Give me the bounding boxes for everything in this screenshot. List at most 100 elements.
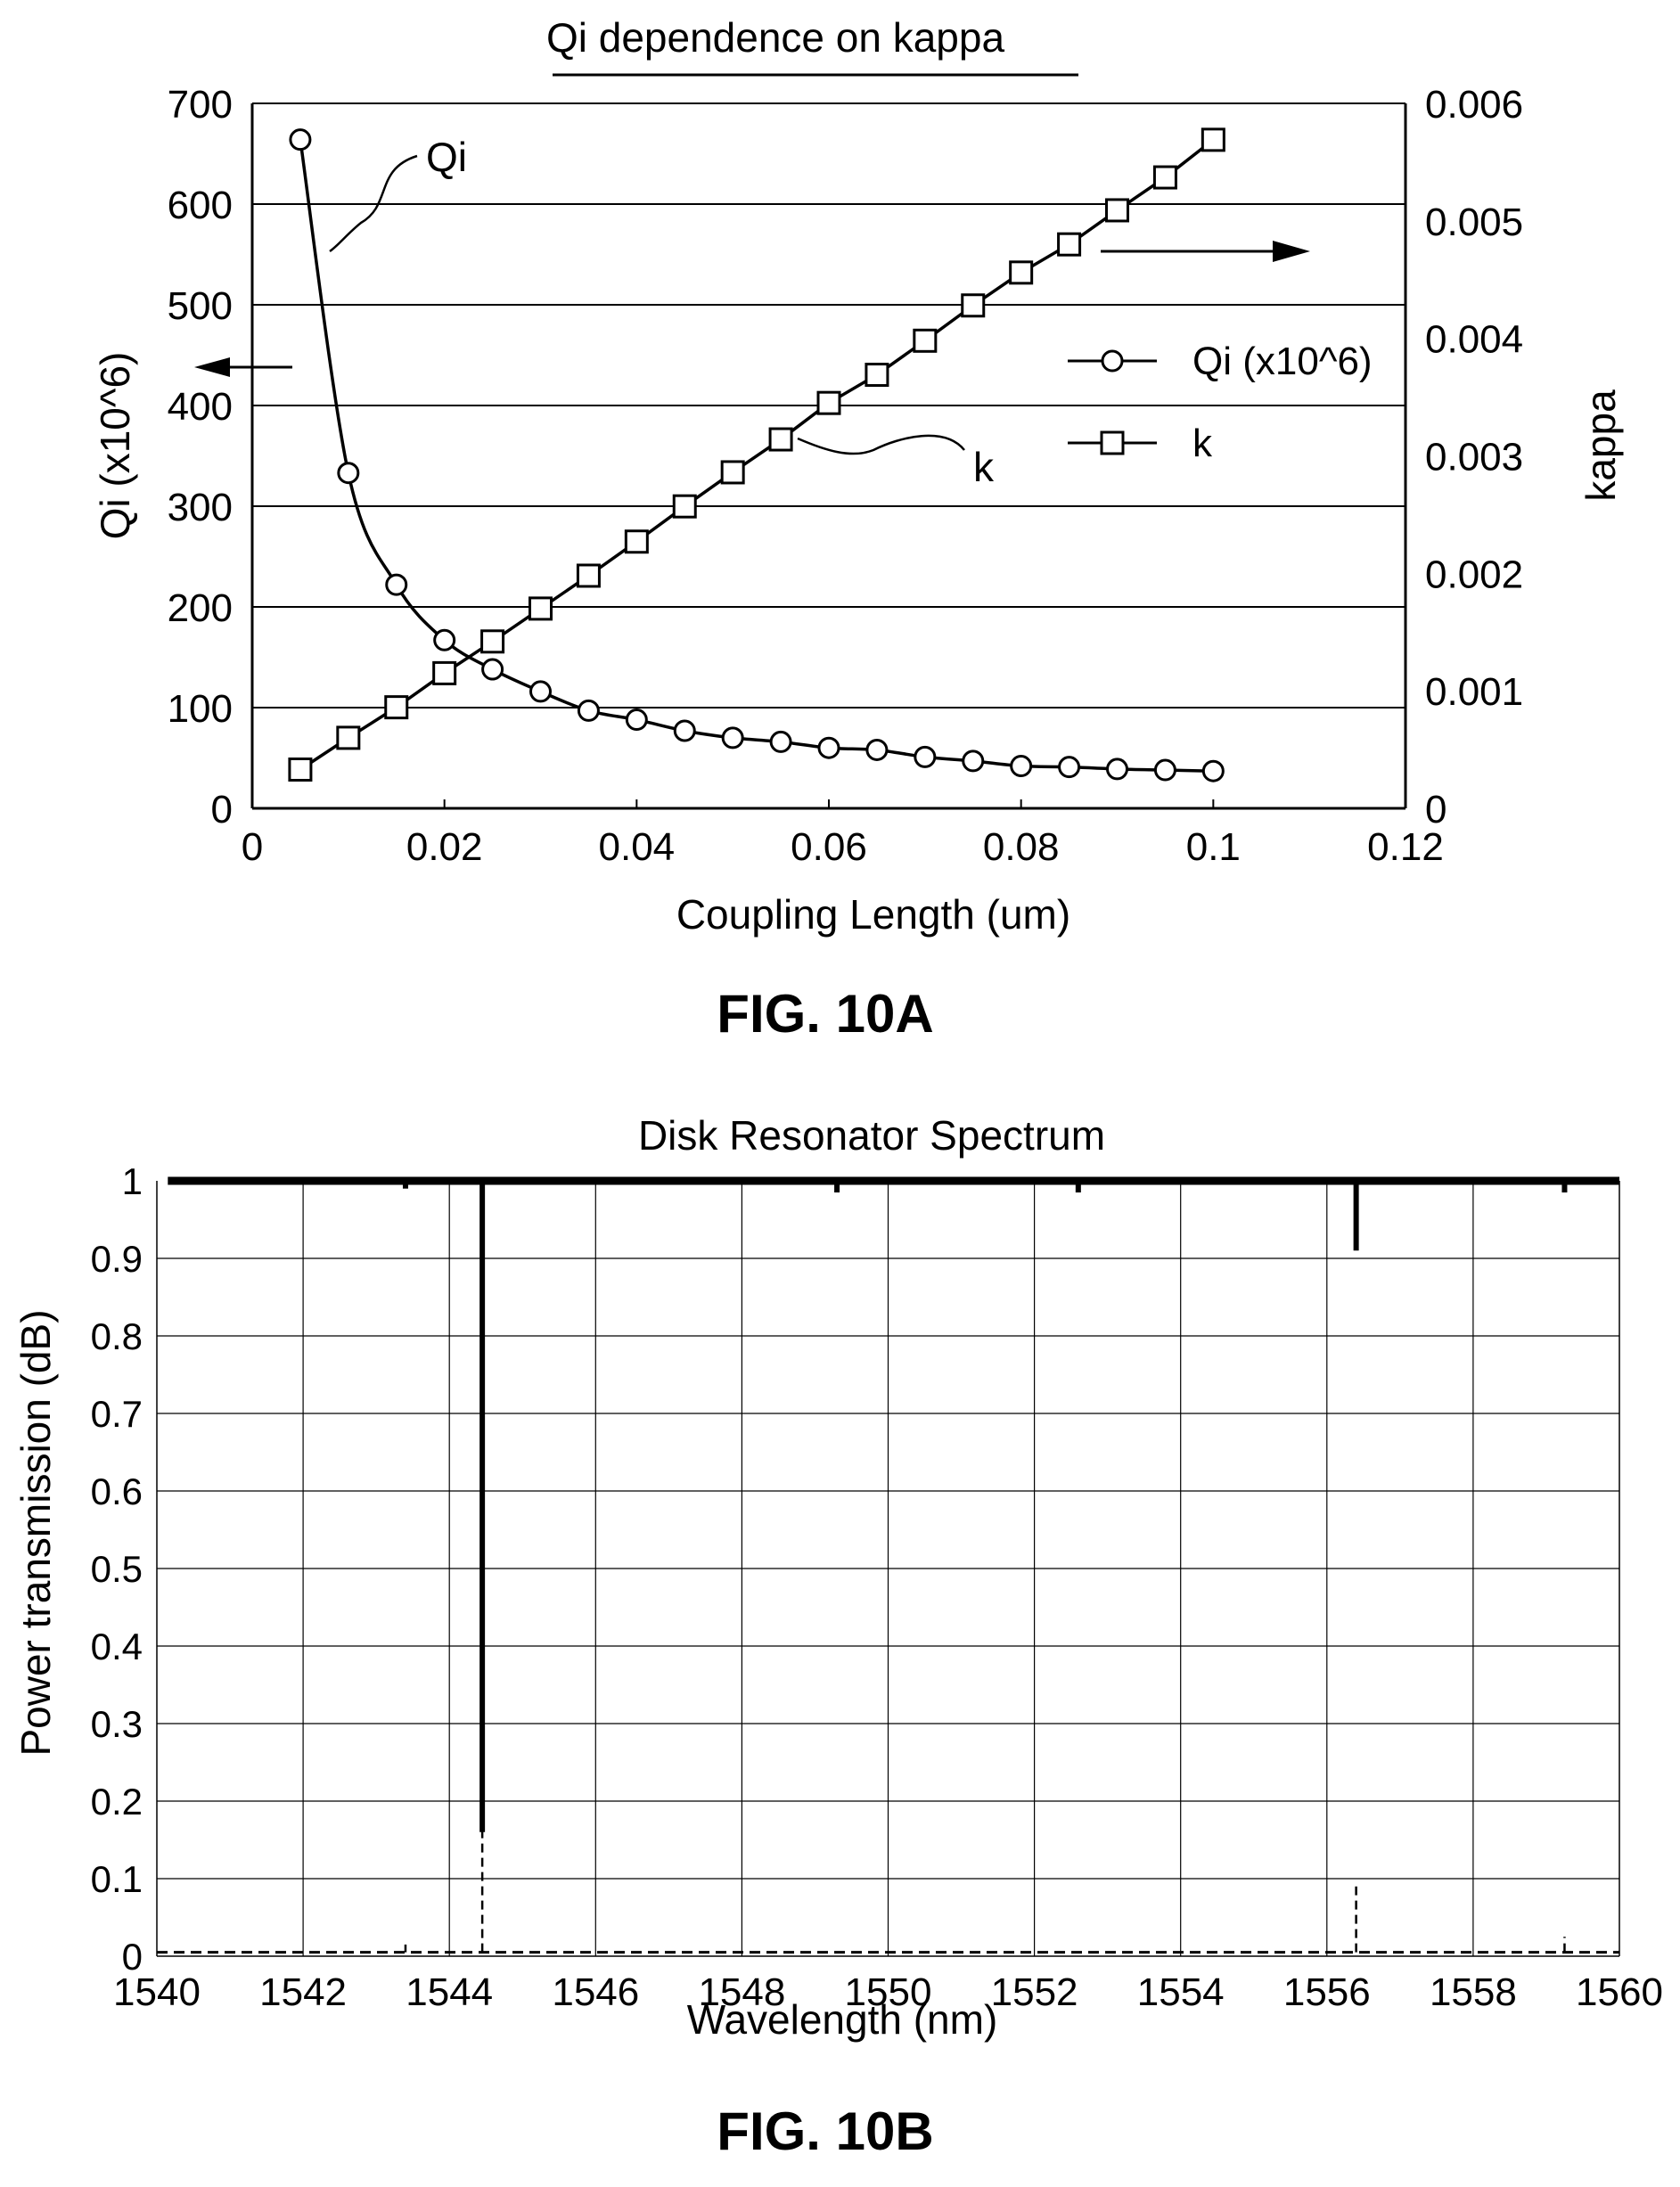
chart-a-y2-tick-label: 0.003 xyxy=(1425,436,1523,479)
chart-a-x-tick-label: 0 xyxy=(242,825,263,869)
chart-b-y-axis-label: Power transmission (dB) xyxy=(12,1309,59,1756)
series-qi-point xyxy=(817,736,840,759)
chart-a-y-tick-label: 700 xyxy=(168,83,233,127)
chart-b-x-tick-label: 1560 xyxy=(1576,1970,1663,2014)
chart-a-x-tick-label: 0.02 xyxy=(406,825,483,869)
chart-a-y-tick-label: 300 xyxy=(168,486,233,529)
series-kappa-point xyxy=(1201,127,1225,152)
series-qi-point xyxy=(769,730,792,753)
series-kappa-point xyxy=(865,363,889,388)
figure-a-label: FIG. 10A xyxy=(717,984,933,1044)
chart-a-y2-tick-label: 0.004 xyxy=(1425,318,1523,362)
chart-a-y-tick-label: 500 xyxy=(168,284,233,328)
chart-qi-vs-kappa: Qi dependence on kappa 0 100 200 300 400 500 6… xyxy=(92,14,1624,1044)
arrow-right-icon xyxy=(1273,241,1310,262)
chart-disk-resonator-spectrum: Disk Resonator Spectrum 0 0.1 0.2 0.3 0.4 0.5… xyxy=(12,1112,1663,2161)
series-kappa-point xyxy=(816,390,841,415)
chart-a-x-axis-label: Coupling Length (um) xyxy=(676,891,1070,938)
legend-k-marker xyxy=(1100,430,1125,455)
annotation-qi-label: Qi xyxy=(426,134,467,180)
chart-b-y-tick-label: 0.5 xyxy=(91,1548,143,1590)
chart-a-legend: Qi (x10^6) k xyxy=(1068,340,1373,465)
series-qi-point xyxy=(1010,755,1033,778)
chart-a-y2-tick-label: 0.001 xyxy=(1425,670,1523,714)
chart-b-y-tick-label: 0.4 xyxy=(91,1626,143,1667)
chart-b-title: Disk Resonator Spectrum xyxy=(638,1112,1105,1159)
chart-b-y-tick-label: 0.2 xyxy=(91,1781,143,1822)
chart-b-x-tick-label: 1552 xyxy=(991,1970,1078,2014)
series-kappa-point xyxy=(336,725,361,750)
series-qi-point xyxy=(481,658,504,681)
series-kappa-point xyxy=(1152,165,1177,190)
series-kappa xyxy=(288,127,1225,782)
chart-b-y-tick-label: 0.6 xyxy=(91,1470,143,1512)
chart-b-gridlines xyxy=(157,1181,1619,1956)
chart-b-x-tick-label: 1558 xyxy=(1430,1970,1517,2014)
chart-a-x-tick-label: 0.04 xyxy=(599,825,676,869)
chart-b-y-tick-label: 0.1 xyxy=(91,1858,143,1900)
series-kappa-point xyxy=(480,629,505,654)
chart-b-y-tick-label: 0.7 xyxy=(91,1393,143,1435)
chart-b-x-tick-label: 1548 xyxy=(698,1970,785,2014)
annotation-qi-leader xyxy=(329,154,418,253)
series-kappa-point xyxy=(1105,198,1129,223)
chart-a-y-tick-label: 0 xyxy=(211,788,233,831)
series-qi-point xyxy=(962,749,985,773)
chart-b-x-tick-labels: 1540 1542 1544 1546 1548 1550 1552 1554 1556 1558… xyxy=(113,1970,1663,2014)
chart-a-x-tick-labels: 0 0.02 0.04 0.06 0.08 0.1 0.12 xyxy=(242,825,1444,869)
chart-a-x-tick-label: 0.08 xyxy=(983,825,1060,869)
chart-a-x-tick-label: 0.06 xyxy=(791,825,867,869)
series-qi-point xyxy=(529,680,552,703)
annotation-k-label: k xyxy=(973,444,995,490)
series-qi-point xyxy=(1153,758,1176,782)
series-kappa-point xyxy=(1009,260,1034,285)
series-kappa-point xyxy=(1057,232,1082,257)
series-kappa-point xyxy=(768,427,793,452)
series-kappa-point xyxy=(432,660,457,685)
chart-a-y2-tick-labels: 0 0.001 0.002 0.003 0.004 0.005 0.006 xyxy=(1425,83,1523,831)
series-qi-point xyxy=(385,573,408,596)
chart-a-y2-tick-label: 0 xyxy=(1425,788,1446,831)
series-kappa-point xyxy=(624,529,649,554)
chart-a-y2-tick-label: 0.005 xyxy=(1425,201,1523,244)
chart-b-x-tick-label: 1546 xyxy=(552,1970,639,2014)
series-kappa-point xyxy=(672,494,697,519)
legend-k-label: k xyxy=(1192,422,1213,465)
series-qi-point xyxy=(673,719,696,742)
chart-a-y2-axis-label: kappa xyxy=(1578,389,1624,502)
series-qi-point xyxy=(914,745,937,768)
chart-b-y-tick-label: 0 xyxy=(122,1936,143,1978)
series-qi-point xyxy=(289,128,312,152)
chart-b-series xyxy=(157,1176,1619,1954)
chart-b-y-tick-label: 1 xyxy=(122,1160,143,1202)
series-kappa-point xyxy=(288,757,313,782)
series-kappa-point xyxy=(913,328,938,353)
series-qi-point xyxy=(337,462,360,485)
series-qi-point xyxy=(1058,756,1081,779)
chart-a-title: Qi dependence on kappa xyxy=(546,14,1005,61)
chart-a-y-tick-label: 600 xyxy=(168,184,233,227)
series-kappa-point xyxy=(961,293,986,318)
chart-b-x-tick-label: 1556 xyxy=(1283,1970,1371,2014)
chart-a-y-axis-label: Qi (x10^6) xyxy=(92,352,138,540)
chart-a-x-tick-label: 0.12 xyxy=(1367,825,1444,869)
series-qi-point xyxy=(625,709,648,732)
chart-b-y-tick-labels: 0 0.1 0.2 0.3 0.4 0.5 0.6 0.7 0.8 0.9 1 xyxy=(91,1160,143,1978)
series-kappa-point xyxy=(384,695,409,720)
legend-qi-marker xyxy=(1101,349,1124,373)
chart-a-y-tick-label: 400 xyxy=(168,385,233,429)
annotation-k-leader xyxy=(797,434,965,455)
chart-b-y-tick-label: 0.9 xyxy=(91,1238,143,1280)
chart-b-x-tick-label: 1550 xyxy=(845,1970,932,2014)
series-qi-point xyxy=(1201,759,1225,782)
series-kappa-point xyxy=(720,460,745,485)
series-qi-point xyxy=(865,738,889,761)
arrow-left-icon xyxy=(194,357,230,377)
series-qi-point xyxy=(577,699,600,722)
chart-a-y2-tick-label: 0.002 xyxy=(1425,553,1523,596)
chart-b-axes xyxy=(156,1181,1620,1957)
chart-a-axes xyxy=(250,103,1407,810)
chart-a-y2-tick-label: 0.006 xyxy=(1425,83,1523,127)
chart-a-y-tick-label: 100 xyxy=(168,687,233,731)
